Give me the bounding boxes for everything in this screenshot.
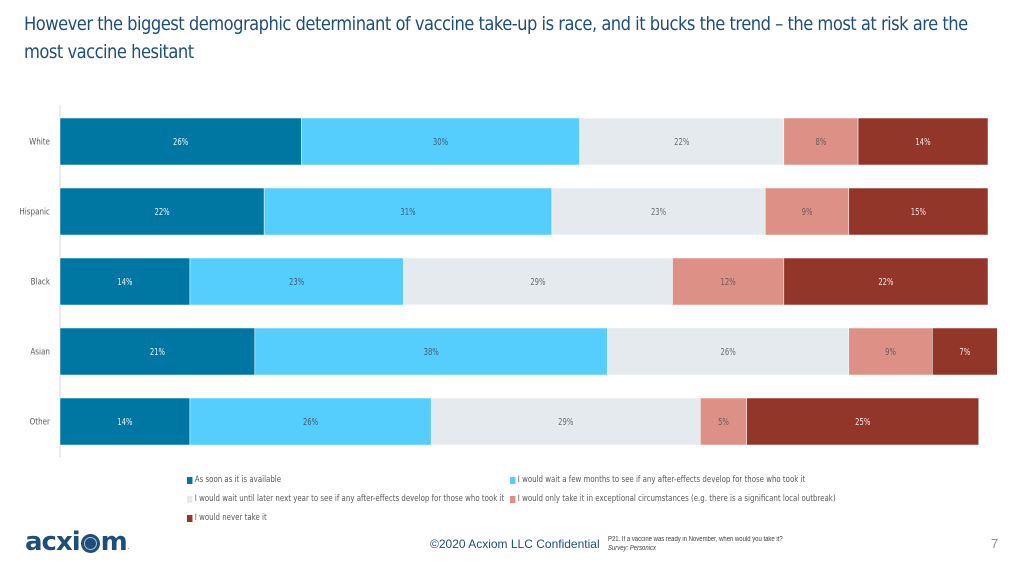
bar-hispanic-series-1 bbox=[59, 187, 265, 236]
bar-asian-series-2 bbox=[254, 327, 608, 376]
bar-other-series-1 bbox=[59, 397, 191, 446]
bar-white-series-1 bbox=[59, 117, 302, 166]
category-label-white: White bbox=[29, 136, 50, 147]
legend-item-1: As soon as it is available bbox=[187, 474, 281, 486]
bar-hispanic-series-4 bbox=[765, 187, 850, 236]
bar-asian-series-5 bbox=[932, 327, 998, 376]
legend-swatch bbox=[187, 514, 193, 522]
category-label-asian: Asian bbox=[30, 346, 50, 357]
category-label-hispanic: Hispanic bbox=[19, 206, 50, 217]
bar-other-series-4 bbox=[700, 397, 747, 446]
trademark-mark: . bbox=[127, 544, 130, 551]
bar-white-series-3 bbox=[579, 117, 785, 166]
data-label-asian-series-4: 9% bbox=[885, 346, 896, 357]
data-label-hispanic-series-5: 15% bbox=[911, 206, 926, 217]
bar-hispanic-series-3 bbox=[551, 187, 766, 236]
bar-other-series-3 bbox=[430, 397, 701, 446]
footer-confidential: ©2020 Acxiom LLC Confidential bbox=[430, 537, 600, 551]
bar-black-series-3 bbox=[403, 257, 673, 306]
footer-question-note: P21. If a vaccine was ready in November,… bbox=[608, 535, 783, 553]
category-label-black: Black bbox=[31, 276, 51, 287]
legend-label: I would wait a few months to see if any … bbox=[517, 475, 806, 485]
bar-white-series-2 bbox=[301, 117, 580, 166]
data-label-asian-series-2: 38% bbox=[424, 346, 439, 357]
bar-asian-series-1 bbox=[59, 327, 256, 376]
category-label-other: Other bbox=[30, 416, 51, 427]
data-label-other-series-3: 29% bbox=[558, 416, 573, 427]
data-label-asian-series-3: 26% bbox=[721, 346, 736, 357]
legend-swatch bbox=[187, 495, 193, 503]
logo-text-post: m bbox=[100, 527, 128, 557]
data-label-black-series-1: 14% bbox=[117, 276, 132, 287]
data-label-white-series-5: 14% bbox=[915, 136, 930, 147]
page-number: 7 bbox=[991, 536, 999, 551]
data-label-black-series-5: 22% bbox=[878, 276, 893, 287]
legend-item-2: I would wait a few months to see if any … bbox=[510, 474, 805, 486]
slide-title: However the biggest demographic determin… bbox=[24, 13, 968, 63]
data-label-black-series-2: 23% bbox=[289, 276, 304, 287]
bar-asian-series-3 bbox=[607, 327, 850, 376]
bar-other-series-5 bbox=[746, 397, 979, 446]
acxiom-logo: acxi m. bbox=[25, 527, 130, 557]
globe-icon bbox=[80, 533, 100, 553]
stacked-bar-chart: White 26% 30% 22% 8% 14% Hispanic 22% 31% 23% 9% 15… bbox=[19, 105, 998, 458]
logo-text-pre: acxi bbox=[25, 527, 81, 557]
survey-source: Survey: Personicx bbox=[608, 545, 656, 552]
legend-swatch bbox=[187, 476, 193, 484]
bar-black-series-4 bbox=[672, 257, 785, 306]
bar-black-series-1 bbox=[59, 257, 191, 306]
survey-question: P21. If a vaccine was ready in November,… bbox=[608, 536, 783, 543]
data-label-hispanic-series-4: 9% bbox=[802, 206, 813, 217]
legend-swatch bbox=[510, 495, 516, 503]
data-label-hispanic-series-3: 23% bbox=[651, 206, 666, 217]
bar-asian-series-4 bbox=[848, 327, 933, 376]
data-label-black-series-3: 29% bbox=[530, 276, 545, 287]
bar-other-series-2 bbox=[189, 397, 432, 446]
data-label-white-series-4: 8% bbox=[816, 136, 827, 147]
data-label-white-series-3: 22% bbox=[674, 136, 689, 147]
legend-label: I would wait until later next year to se… bbox=[194, 494, 505, 504]
legend-item-5: I would never take it bbox=[187, 512, 267, 524]
legend-label: I would only take it in exceptional circ… bbox=[517, 494, 836, 504]
data-label-hispanic-series-2: 31% bbox=[400, 206, 415, 217]
legend-swatch bbox=[510, 476, 516, 484]
bar-black-series-5 bbox=[783, 257, 989, 306]
data-label-other-series-2: 26% bbox=[303, 416, 318, 427]
data-label-other-series-4: 5% bbox=[718, 416, 729, 427]
data-label-other-series-1: 14% bbox=[117, 416, 132, 427]
bar-white-series-5 bbox=[857, 117, 989, 166]
bar-hispanic-series-5 bbox=[848, 187, 989, 236]
data-label-asian-series-1: 21% bbox=[150, 346, 165, 357]
bar-black-series-2 bbox=[189, 257, 404, 306]
legend-label: As soon as it is available bbox=[194, 475, 282, 485]
data-label-hispanic-series-1: 22% bbox=[154, 206, 169, 217]
data-label-black-series-4: 12% bbox=[721, 276, 736, 287]
data-label-other-series-5: 25% bbox=[855, 416, 870, 427]
data-label-white-series-2: 30% bbox=[433, 136, 448, 147]
legend-item-4: I would only take it in exceptional circ… bbox=[510, 493, 836, 505]
data-label-asian-series-5: 7% bbox=[959, 346, 970, 357]
legend-item-3: I would wait until later next year to se… bbox=[187, 493, 504, 505]
legend-label: I would never take it bbox=[194, 513, 267, 523]
data-label-white-series-1: 26% bbox=[173, 136, 188, 147]
